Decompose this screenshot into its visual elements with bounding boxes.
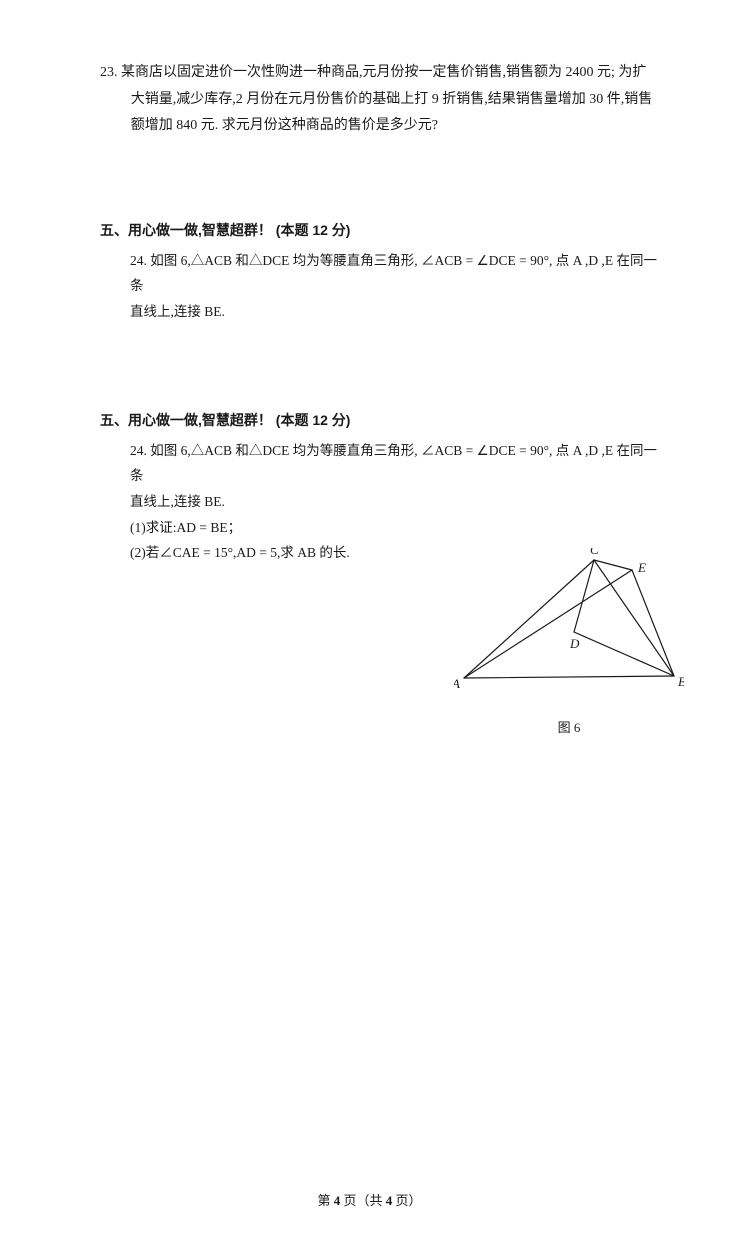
svg-text:D: D <box>569 636 580 651</box>
q24a-line1: 24. 如图 6,△ACB 和△DCE 均为等腰直角三角形, ∠ACB = ∠D… <box>130 248 669 299</box>
question-24b: 24. 如图 6,△ACB 和△DCE 均为等腰直角三角形, ∠ACB = ∠D… <box>130 438 669 566</box>
figure-6: A B C E D 图 6 <box>454 548 684 736</box>
q24b-line1: 24. 如图 6,△ACB 和△DCE 均为等腰直角三角形, ∠ACB = ∠D… <box>130 438 669 489</box>
q24b-text1: 如图 6,△ACB 和△DCE 均为等腰直角三角形, ∠ACB = ∠DCE =… <box>130 443 657 484</box>
page: 23. 某商店以固定进价一次性购进一种商品,元月份按一定售价销售,销售额为 24… <box>0 0 739 1239</box>
svg-text:A: A <box>454 676 460 691</box>
section-5-head-a: 五、用心做一做,智慧超群！ (本题 12 分) <box>100 220 669 240</box>
q24b-line2: 直线上,连接 BE. <box>130 489 669 515</box>
question-24a: 24. 如图 6,△ACB 和△DCE 均为等腰直角三角形, ∠ACB = ∠D… <box>130 248 669 325</box>
q24a-line2: 直线上,连接 BE. <box>130 299 669 325</box>
q23-text1: 某商店以固定进价一次性购进一种商品,元月份按一定售价销售,销售额为 2400 元… <box>121 65 646 80</box>
svg-text:C: C <box>590 548 599 557</box>
svg-text:E: E <box>637 560 646 575</box>
q24b-sub1: (1)求证:AD = BE； <box>130 515 669 541</box>
q24a-number: 24. <box>130 253 147 268</box>
section-5-head-b: 五、用心做一做,智慧超群！ (本题 12 分) <box>100 410 669 430</box>
q23-line1: 23. 某商店以固定进价一次性购进一种商品,元月份按一定售价销售,销售额为 24… <box>100 60 669 87</box>
question-23: 23. 某商店以固定进价一次性购进一种商品,元月份按一定售价销售,销售额为 24… <box>100 60 669 140</box>
q23-number: 23. <box>100 65 118 80</box>
q24a-text1: 如图 6,△ACB 和△DCE 均为等腰直角三角形, ∠ACB = ∠DCE =… <box>130 253 657 294</box>
figure-6-svg: A B C E D <box>454 548 684 698</box>
q23-line3: 额增加 840 元. 求元月份这种商品的售价是多少元? <box>100 113 669 140</box>
svg-text:B: B <box>678 674 684 689</box>
q23-line2: 大销量,减少库存,2 月份在元月份售价的基础上打 9 折销售,结果销售量增加 3… <box>100 87 669 114</box>
figure-6-caption: 图 6 <box>454 717 684 736</box>
footer-mid: 页（共 <box>340 1193 386 1208</box>
page-footer: 第 4 页（共 4 页） <box>0 1190 739 1209</box>
q24b-number: 24. <box>130 443 147 458</box>
footer-pre: 第 <box>317 1193 333 1208</box>
footer-post: 页） <box>392 1193 421 1208</box>
